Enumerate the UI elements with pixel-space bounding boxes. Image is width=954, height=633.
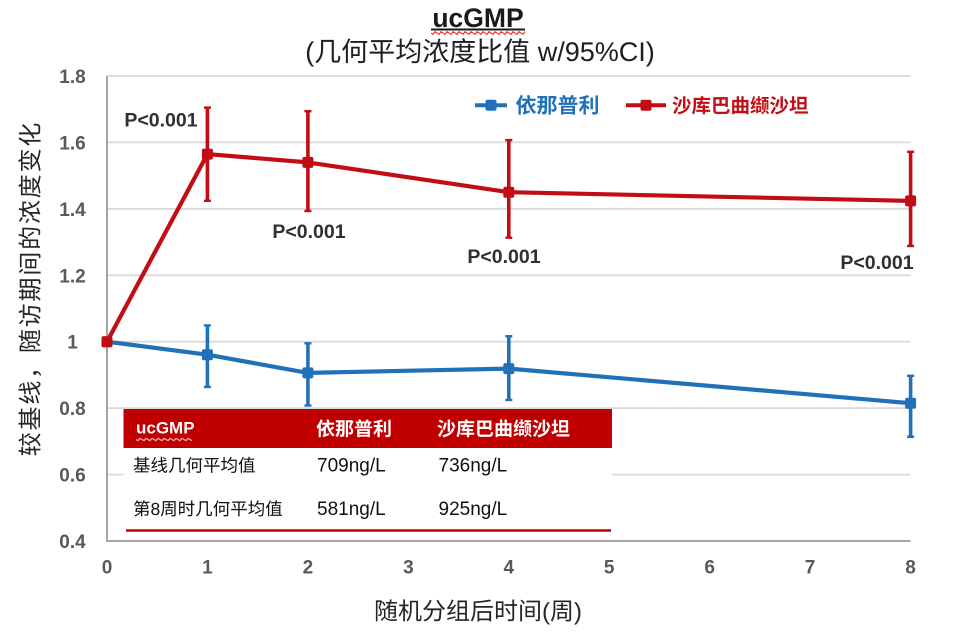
svg-text:P<0.001: P<0.001 — [124, 110, 197, 132]
svg-text:8: 8 — [905, 558, 916, 579]
svg-text:1: 1 — [202, 558, 213, 579]
svg-text:736ng/L: 736ng/L — [439, 456, 508, 477]
svg-text:ucGMP: ucGMP — [432, 3, 523, 33]
svg-text:709ng/L: 709ng/L — [317, 456, 386, 477]
svg-text:1: 1 — [67, 333, 78, 354]
svg-text:1.2: 1.2 — [59, 266, 85, 287]
svg-text:3: 3 — [403, 558, 414, 579]
svg-text:4: 4 — [504, 558, 515, 579]
svg-text:581ng/L: 581ng/L — [317, 499, 386, 520]
svg-text:P<0.001: P<0.001 — [272, 221, 345, 243]
svg-text:0.8: 0.8 — [59, 399, 85, 420]
svg-text:6: 6 — [704, 558, 715, 579]
svg-text:1.8: 1.8 — [59, 67, 85, 88]
svg-text:0.6: 0.6 — [59, 466, 85, 487]
svg-text:0: 0 — [102, 558, 113, 579]
svg-text:P<0.001: P<0.001 — [840, 252, 913, 274]
svg-text:5: 5 — [604, 558, 615, 579]
svg-text:1.4: 1.4 — [59, 200, 86, 221]
svg-text:P<0.001: P<0.001 — [467, 246, 540, 268]
svg-text:7: 7 — [805, 558, 816, 579]
svg-text:2: 2 — [303, 558, 314, 579]
svg-text:ucGMP: ucGMP — [136, 419, 195, 438]
svg-text:0.4: 0.4 — [59, 532, 86, 553]
svg-text:1.6: 1.6 — [59, 133, 85, 154]
svg-text:925ng/L: 925ng/L — [439, 499, 508, 520]
